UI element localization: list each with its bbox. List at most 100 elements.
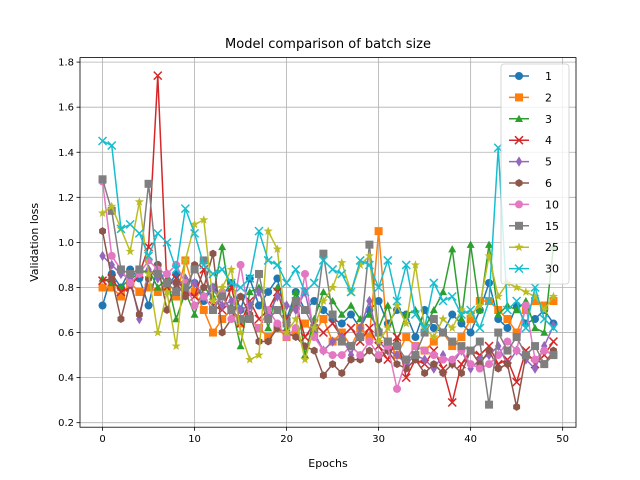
- data-point: [448, 245, 457, 253]
- data-point: [430, 360, 438, 369]
- data-point: [328, 264, 338, 274]
- legend-label: 5: [545, 156, 552, 169]
- series-3: [98, 240, 558, 359]
- x-tick-label: 30: [372, 434, 385, 445]
- data-point: [300, 306, 309, 315]
- data-point: [383, 337, 392, 346]
- data-point: [319, 249, 328, 258]
- data-point: [466, 346, 475, 355]
- data-point: [172, 315, 181, 323]
- data-point: [255, 286, 263, 298]
- data-point: [512, 346, 521, 355]
- data-point: [540, 328, 549, 336]
- data-point: [448, 342, 457, 351]
- data-point: [337, 257, 347, 267]
- legend-label: 1: [545, 70, 552, 83]
- data-point: [208, 269, 218, 279]
- data-point: [126, 278, 135, 287]
- data-point: [347, 355, 355, 364]
- data-point: [383, 301, 392, 309]
- y-tick-label: 1.6: [58, 103, 74, 114]
- data-point: [135, 265, 144, 274]
- data-point: [126, 269, 135, 278]
- data-point: [503, 337, 512, 346]
- data-point: [383, 323, 393, 332]
- data-point: [447, 323, 457, 332]
- data-point: [300, 287, 310, 297]
- y-tick-label: 1.4: [58, 148, 74, 159]
- data-point: [429, 278, 439, 288]
- x-tick-label: 20: [280, 434, 293, 445]
- y-axis-label: Validation loss: [28, 203, 41, 282]
- data-point: [485, 400, 494, 409]
- data-point: [466, 309, 476, 319]
- data-point: [318, 328, 328, 338]
- data-point: [227, 315, 236, 324]
- data-point: [218, 315, 227, 324]
- y-tick-label: 1.8: [58, 58, 74, 69]
- data-point: [245, 315, 254, 324]
- data-point: [512, 333, 521, 342]
- data-point: [125, 246, 135, 256]
- data-point: [365, 240, 374, 249]
- data-point: [199, 306, 208, 315]
- data-point: [485, 360, 494, 369]
- legend-marker: [515, 221, 523, 230]
- data-point: [144, 283, 153, 292]
- data-point: [448, 355, 457, 364]
- legend-item-5: 5: [509, 156, 552, 169]
- data-point: [438, 314, 448, 323]
- legend-label: 25: [545, 241, 559, 254]
- data-point: [264, 315, 273, 324]
- data-point: [208, 306, 217, 315]
- data-point: [355, 260, 365, 269]
- data-point: [337, 337, 346, 346]
- legend-item-25: 25: [509, 241, 559, 254]
- data-point: [374, 282, 384, 293]
- data-point: [466, 305, 476, 315]
- data-point: [97, 208, 108, 217]
- data-point: [227, 306, 236, 315]
- data-point: [493, 291, 503, 301]
- legend-item-2: 2: [509, 91, 552, 104]
- data-point: [494, 328, 503, 337]
- data-point: [116, 265, 125, 274]
- data-point: [180, 204, 190, 214]
- legend-marker: [515, 179, 523, 187]
- series-25: [97, 197, 559, 364]
- data-point: [512, 282, 522, 292]
- data-point: [218, 292, 227, 301]
- data-point: [494, 310, 503, 318]
- data-point: [347, 342, 356, 351]
- data-point: [117, 315, 125, 324]
- data-point: [264, 337, 272, 346]
- data-point: [190, 287, 199, 296]
- y-tick-label: 0.2: [58, 418, 74, 429]
- data-point: [531, 355, 540, 364]
- data-point: [300, 332, 310, 342]
- data-point: [208, 296, 218, 305]
- data-point: [393, 349, 401, 361]
- legend-label: 6: [545, 177, 552, 190]
- data-point: [503, 315, 512, 324]
- data-point: [190, 310, 199, 318]
- data-point: [144, 301, 153, 310]
- legend-marker: [514, 135, 524, 145]
- legend-item-30: 30: [509, 263, 559, 276]
- data-point: [282, 327, 292, 337]
- data-point: [447, 397, 457, 407]
- data-point: [245, 287, 254, 296]
- data-point: [503, 324, 512, 333]
- data-point: [310, 346, 318, 355]
- series-line: [102, 243, 555, 356]
- data-point: [200, 283, 208, 292]
- data-point: [116, 292, 125, 301]
- data-point: [301, 342, 309, 351]
- legend-marker: [515, 72, 523, 80]
- data-point: [393, 342, 402, 351]
- data-point: [466, 240, 475, 248]
- data-point: [181, 283, 190, 292]
- data-point: [98, 283, 107, 292]
- data-point: [172, 278, 180, 287]
- data-point: [143, 269, 154, 278]
